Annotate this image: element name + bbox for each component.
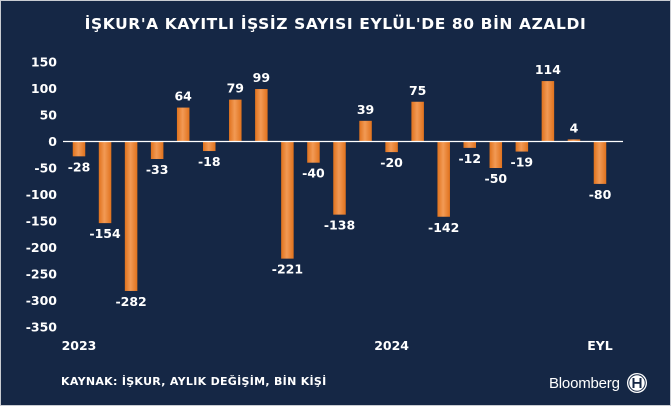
bar-value-label: -138: [324, 218, 355, 233]
y-tick-label: 0: [48, 134, 57, 149]
source-note: KAYNAK: İŞKUR, AYLIK DEĞİŞİM, BİN KİŞİ: [61, 375, 327, 388]
bar-value-label: -12: [458, 151, 481, 166]
y-tick-label: -50: [34, 161, 57, 176]
bloomberg-wordmark: Bloomberg: [549, 374, 620, 392]
bar: [593, 141, 607, 184]
bar-value-label: -282: [115, 294, 146, 309]
bloomberg-ht-logo-icon: [626, 373, 647, 393]
bar-value-label: -18: [198, 154, 221, 169]
bar: [281, 141, 294, 259]
bar: [385, 141, 398, 153]
bar-value-label: 79: [227, 81, 244, 96]
bar-value-label: -221: [272, 262, 303, 277]
bar-value-label: 99: [253, 70, 270, 85]
bar-value-label: 75: [409, 83, 426, 98]
y-axis-ticks: 150 100 50 0 -50 -100 -150 -200 -250 -300 -350: [26, 55, 58, 335]
bar: [333, 141, 346, 215]
bar: [229, 99, 242, 142]
bar-value-label: -33: [146, 162, 169, 177]
bar-value-label: -28: [68, 159, 91, 174]
y-tick-label: -150: [26, 214, 58, 229]
bar-value-label: -40: [302, 166, 325, 181]
y-tick-label: 50: [40, 108, 58, 123]
x-tick-label: 2024: [374, 338, 409, 353]
bar: [150, 141, 164, 159]
bar: [463, 141, 476, 148]
bars: [72, 81, 607, 291]
y-tick-label: -200: [26, 240, 58, 255]
bar-value-label: -80: [589, 187, 612, 202]
bar: [411, 101, 424, 142]
bar: [124, 141, 138, 291]
brand: Bloomberg: [549, 371, 648, 395]
bar-value-label: -154: [89, 226, 121, 241]
bar: [489, 141, 503, 168]
bar: [72, 141, 86, 157]
bar: [437, 141, 450, 217]
bar-value-label: 64: [174, 89, 192, 104]
bar: [255, 89, 268, 142]
bar-value-label: 4: [570, 120, 579, 135]
bar: [541, 81, 555, 142]
bar-value-label: -19: [511, 155, 534, 170]
bar: [98, 141, 112, 224]
bar: [176, 107, 190, 142]
bar: [307, 141, 320, 163]
bar: [567, 139, 581, 142]
x-axis-ticks: 2023 2024 EYL: [62, 338, 613, 353]
x-tick-label: EYL: [587, 338, 613, 353]
bar: [359, 120, 372, 142]
bar: [515, 141, 529, 152]
y-tick-label: 150: [31, 55, 57, 70]
y-tick-label: -100: [26, 187, 58, 202]
bar-value-label: -50: [485, 171, 508, 186]
bar-value-label: -142: [428, 220, 459, 235]
chart-title: İŞKUR'A KAYITLI İŞSİZ SAYISI EYLÜL'DE 80…: [84, 15, 587, 33]
bar-value-label: -20: [380, 155, 403, 170]
y-tick-label: -250: [26, 267, 58, 282]
bar: [203, 141, 216, 152]
y-tick-label: -300: [26, 293, 58, 308]
bar-value-label: 114: [535, 62, 561, 77]
bar-value-label: 39: [357, 102, 374, 117]
y-tick-label: -350: [26, 320, 58, 335]
data-labels: -28 -154 -282 -33 64 -18 79 99 -221 -40 -138 39 -20 7…: [68, 62, 612, 309]
x-tick-label: 2023: [62, 338, 97, 353]
y-tick-label: 100: [31, 81, 57, 96]
